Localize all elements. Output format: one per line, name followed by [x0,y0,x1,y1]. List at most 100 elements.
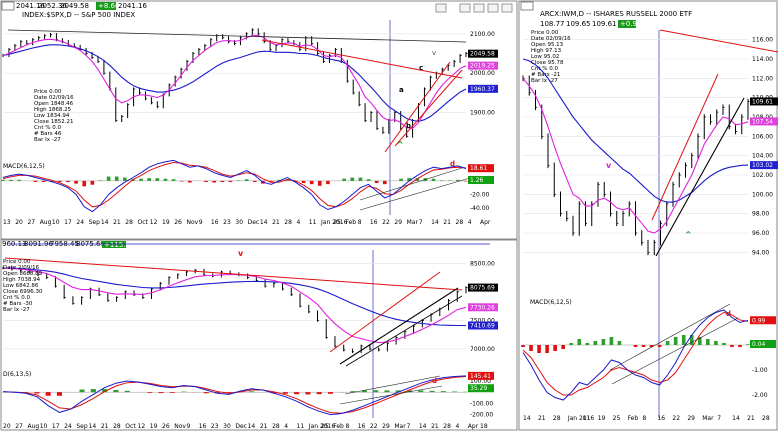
spx-minimize-icon[interactable] [459,3,471,13]
iwm-info-low: Low 95.02 [531,54,559,60]
spx-maximize-icon[interactable] [473,3,485,13]
nya-x-tick-label: 9 [186,423,190,430]
nya-x-tick-label: 28 [443,423,451,430]
nya-info-high: High 7038.94 [3,277,41,283]
spx-x-tick-label: 4 [468,219,472,226]
nya-macd-badge-label: 35.29 [470,385,487,392]
spx-price-badge-label: 1960.37 [470,86,495,93]
spx-x-tick-label: 16 [211,219,219,226]
spx-info-box: Price 0.00 Date 02/09/16 Open 1848.46 Hi… [34,89,74,143]
nya-price-badge-label: 7730.26 [470,304,495,311]
spx-y-tick-label: 2000.00 [470,70,495,77]
iwm-change-badge [618,20,636,28]
nya-x-tick-label: Jan 2016 [308,423,336,430]
nya-x-tick-label: 22 [370,423,378,430]
iwm-annot-caret: ^ [685,230,692,239]
iwm-price-badge-label: 103.02 [752,162,773,169]
nya-x-tick-label: Dec [235,423,247,430]
iwm-channel-lower [655,97,745,257]
iwm-price-badge-label: 109.61 [752,98,773,105]
nya-x-tick-label: Aug [27,423,39,430]
spx-resistance-line [7,29,467,43]
nya-chart: 960.13 8091.96 7958.45 8075.69 +115.74 8… [0,239,518,431]
spx-field-1: 2052.36 [38,2,67,10]
spx-info-date: Date 02/09/16 [34,95,74,101]
nya-x-tick-label: 28 [272,423,280,430]
nya-macd-y-tick-label: -200.00 [470,412,493,419]
spx-x-tick-label: 26 [174,219,182,226]
iwm-macd-signal-line [522,311,749,396]
spx-x-tick-label: 13 [3,219,11,226]
iwm-y-tick-label: 114.00 [752,56,773,63]
iwm-y-tick-label: 96.00 [752,230,769,237]
spx-x-tick-label: 10 [52,219,60,226]
spx-pin-icon[interactable] [435,3,447,13]
spx-price-badge [468,61,498,70]
spx-ma-fast-line [2,34,467,129]
spx-macd-annot-d: d [450,160,455,168]
nya-x-tick-label: 24 [64,423,72,430]
iwm-field-0: 108.77 [540,20,565,28]
iwm-x-tick-label: Feb [628,415,639,422]
spx-axis: 2100.00 2000.00 1900.00 2049.58 2019.25 1960.… [3,31,498,226]
iwm-x-tick-label: 16 [657,415,665,422]
nya-ma-slow-line [2,267,466,327]
spx-price-area [2,28,468,153]
spx-x-tick-label: 30 [235,219,243,226]
spx-macd-area [1,159,471,213]
nya-info-close: Close 6996.30 [3,289,43,295]
nya-info-bars: # Bars -30 [3,301,33,307]
nya-x-tick-label: 10 [40,423,48,430]
iwm-x-tick-label: 22 [672,415,680,422]
spx-x-tick-label: Apr [480,219,491,226]
spx-macd-badge-label: 18.61 [470,165,487,172]
spx-macd-channel-lower [359,177,471,211]
spx-info-high: High 1868.25 [34,107,72,113]
nya-y-tick-label: 7500.00 [470,317,495,324]
nya-x-tick-label: Feb [333,423,344,430]
spx-x-tick-label: Dec [248,219,260,226]
spx-x-tick-label: 16 [370,219,378,226]
spx-x-tick-label: 14 [260,219,268,226]
nya-y-tick-label: 8500.00 [470,260,495,267]
iwm-y-tick-label: 106.00 [752,133,773,140]
spx-change: +8.66 [98,2,120,10]
nya-annot-v: v [238,249,244,258]
spx-menu-icon[interactable] [1,1,15,11]
spx-close-icon[interactable] [501,3,513,13]
spx-field-2: 2049.58 [60,2,89,10]
iwm-x-tick-label: 11 [583,415,591,422]
spx-info-bars: # Bars 46 [34,131,62,137]
spx-window-buttons[interactable] [435,3,513,13]
spx-price-badge-label: 2019.25 [470,63,495,70]
nya-x-tick-label: 7 [407,423,411,430]
spx-macd-channel-upper [359,167,463,201]
nya-x-tick-label: Apr [468,423,479,430]
spx-ma-slow-line [2,44,467,122]
iwm-x-tick-label: 8 [643,415,647,422]
iwm-x-tick-label: 14 [523,415,531,422]
nya-x-tick-label: 4 [284,423,288,430]
iwm-macd-area [521,303,750,401]
iwm-field-2: 109.61 [592,20,617,28]
iwm-x-tick-label: 21 [538,415,546,422]
spx-restore-icon[interactable] [487,3,499,13]
iwm-x-tick-label: 19 [598,415,606,422]
nya-x-tick-label: 16 [358,423,366,430]
spx-x-tick-label: 28 [125,219,133,226]
iwm-x-tick-label: 28 [762,415,770,422]
nya-macd-y-tick-label: 100.00 [470,378,491,385]
spx-x-tick-label: 7 [419,219,423,226]
nya-x-tick-label: 8 [345,423,349,430]
spx-x-tick-label: 21 [443,219,451,226]
iwm-channel-upper [651,73,719,221]
nya-x-tick-label: Oct [125,423,136,430]
nya-x-tick-label: 25 [321,423,329,430]
iwm-ma-fast-line [522,77,749,234]
nya-x-tick-label: 14 [89,423,97,430]
iwm-menu-icon[interactable] [520,1,534,11]
nya-x-tick-label: 11 [297,423,305,430]
spx-macd-y-tick-label: -20.00 [470,192,490,199]
spx-x-tick-label: 29 [394,219,402,226]
nya-x-tick-label: 28 [113,423,121,430]
